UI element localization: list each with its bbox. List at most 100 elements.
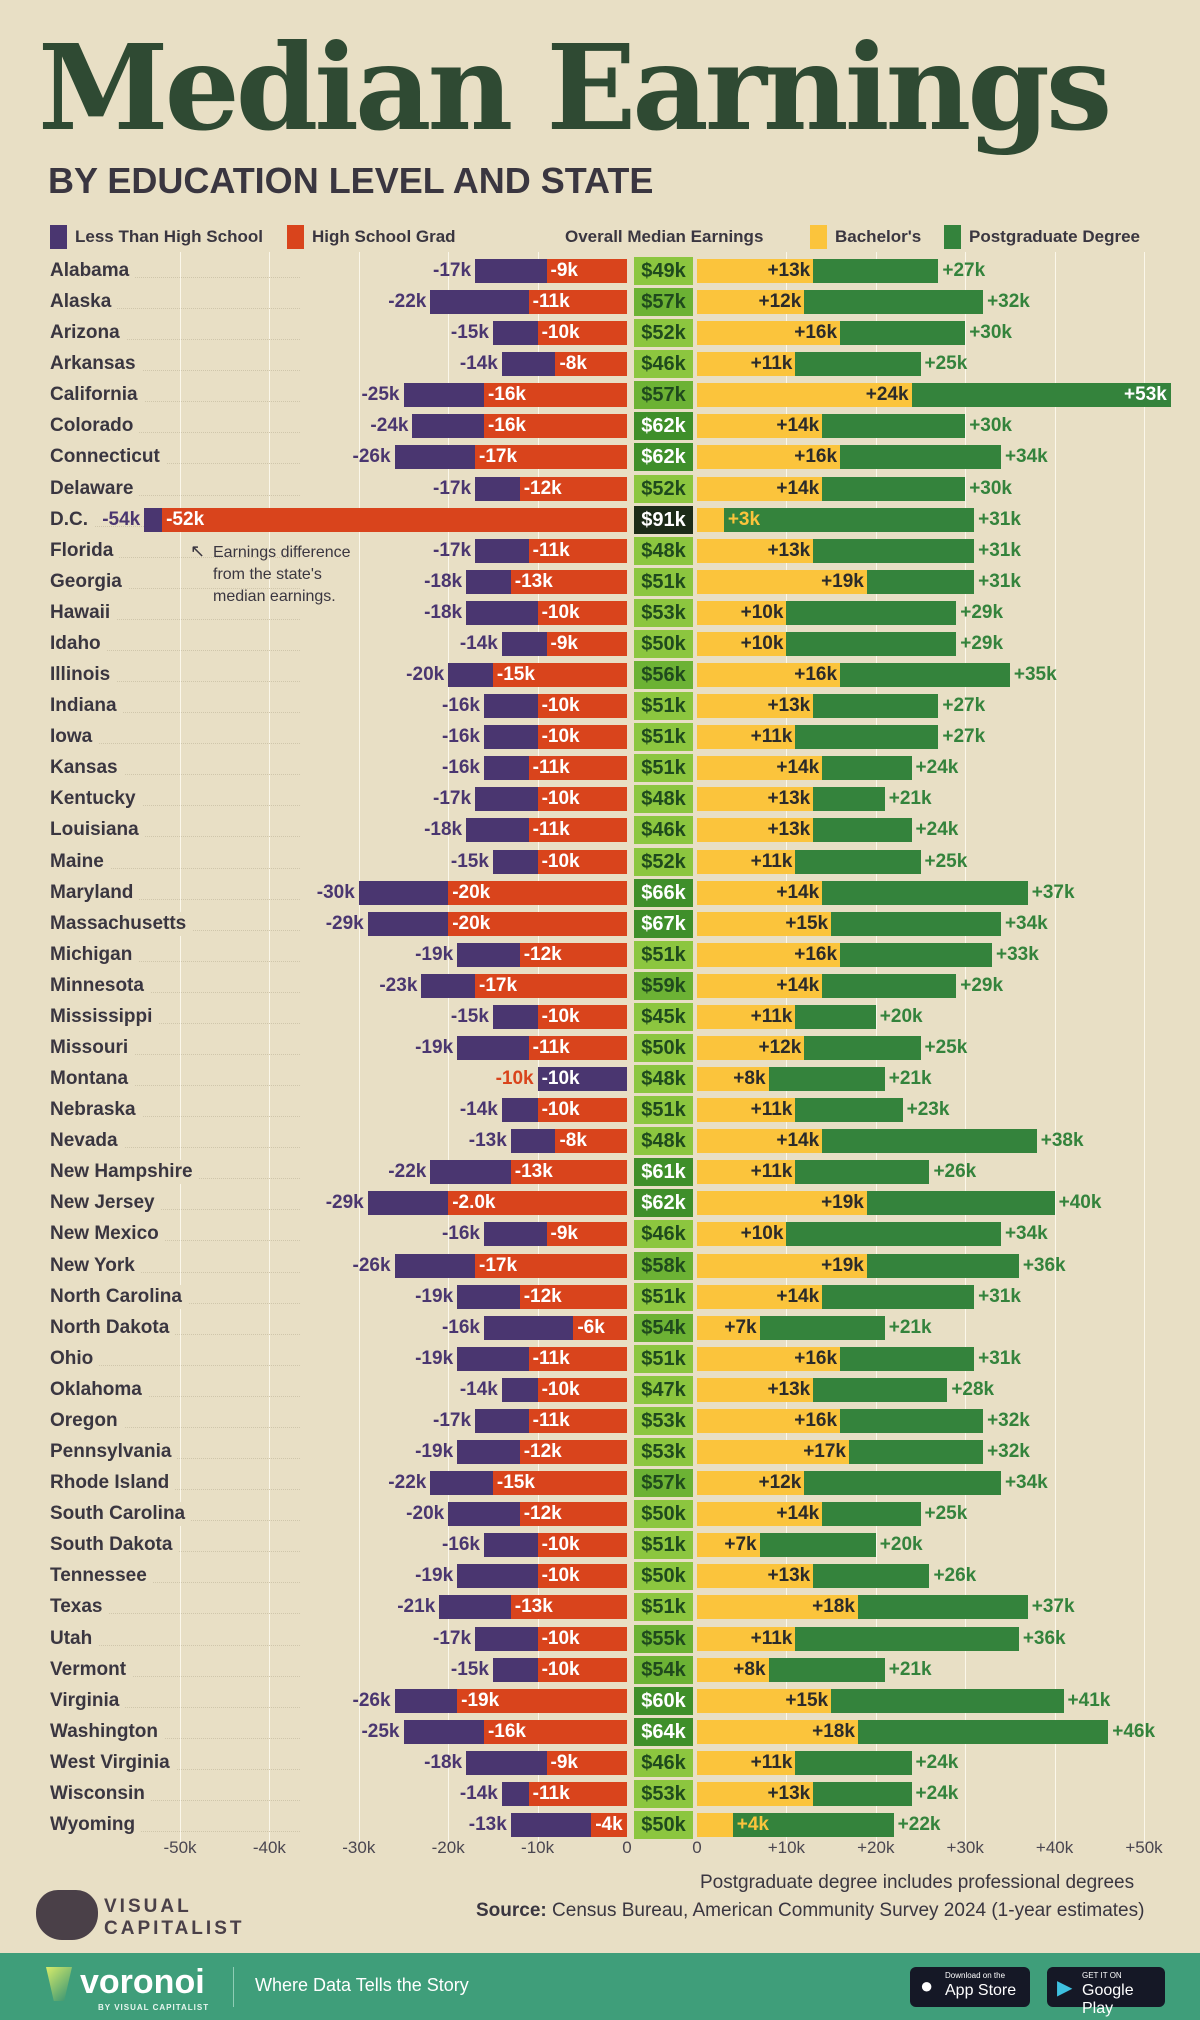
leader-line [50,991,300,993]
bar-bachelors [697,1346,841,1371]
value-label-inner: -13k [514,1161,553,1183]
bar-bachelors [697,1781,814,1806]
leader-line [50,1737,300,1739]
value-label-postgrad: +29k [960,632,1004,654]
bar-hs-grad [537,849,627,874]
axis-tick-label: +20k [857,1838,895,1857]
state-label: Delaware [50,476,140,501]
median-cell: $62k [634,1189,693,1218]
bar-bachelors [697,1564,814,1589]
bar-hs-grad [448,880,627,905]
state-label: West Virginia [50,1750,176,1775]
value-label-outer: -14k [459,1099,498,1121]
bar-bachelors [697,507,724,532]
google-play-button[interactable]: ▶ GET IT ON Google Play [1047,1967,1165,2017]
value-label-bachelors: +13k [767,539,811,561]
value-label-postgrad: +27k [942,695,986,717]
bar-hs-grad [537,787,627,812]
source-line: Source: Census Bureau, American Communit… [476,1900,1144,1922]
median-cell: $51k [634,1531,693,1560]
value-label-inner: -8k [559,1130,587,1152]
state-label: Georgia [50,569,128,594]
median-cell: $54k [634,1655,693,1684]
leader-line [50,463,300,465]
bar-bachelors [697,1098,796,1123]
leader-line [50,898,300,900]
median-cell: $51k [634,1282,693,1311]
state-label: Colorado [50,414,140,439]
value-label-outer: -14k [459,632,498,654]
divider [233,1967,234,2007]
bar-bachelors [697,1129,823,1154]
value-label-inner: -11k [532,757,570,779]
median-cell: $66k [634,878,693,907]
leader-line [50,774,300,776]
value-label-outer: -14k [459,1782,498,1804]
median-cell: $50k [634,1034,693,1062]
value-label-outer: -17k [433,1409,472,1431]
voronoi-byline: BY VISUAL CAPITALIST [98,2003,210,2012]
bar-hs-grad [546,1222,627,1247]
value-label-outer: -14k [459,1378,498,1400]
value-label-postgrad: +36k [1022,1254,1066,1276]
median-cell: $55k [634,1624,693,1653]
axis-tick-label: +50k [1125,1838,1163,1857]
value-label-bachelors: +12k [758,1037,802,1058]
value-label-outer: -14k [459,353,498,375]
app-store-small: Download on the [945,1971,1006,1980]
value-label-bachelors: +7k [724,1534,757,1556]
value-label-outer: -20k [406,664,445,686]
median-cell: $57k [634,288,693,317]
bar-bachelors [697,1657,769,1682]
value-label-postgrad: +37k [1031,881,1075,903]
bar-bachelors [697,538,814,563]
bar-bachelors [697,1004,796,1029]
bar-less-than-hs [537,1067,627,1092]
value-label-outer: -15k [450,1005,489,1027]
value-label-outer: -17k [433,1627,472,1649]
value-label-outer: -30k [316,881,355,903]
value-label-postgrad: +24k [915,1782,959,1804]
bar-bachelors [697,1036,805,1060]
bar-bachelors [697,1377,814,1402]
state-label: Kansas [50,756,124,781]
value-label-outer: -22k [388,1472,427,1494]
bar-bachelors [697,1502,823,1527]
app-store-button[interactable]: ● Download on the App Store [910,1967,1030,2007]
leader-line [50,494,300,496]
value-label-bachelors: +24k [865,384,909,406]
bar-hs-grad [537,600,627,625]
value-label-inner: -9k [550,632,578,654]
bar-hs-grad [483,383,627,408]
value-label-inner: -17k [479,446,518,468]
bar-bachelors [697,880,823,905]
value-label-bachelors: +19k [821,1192,864,1214]
value-label-bachelors: +13k [767,788,811,810]
bar-bachelors [697,756,823,781]
bar-bachelors [697,259,814,283]
value-label-bachelors: +18k [812,1720,855,1742]
state-label: California [50,383,144,408]
leader-line [50,277,300,278]
value-label-inner: -11k [532,1782,570,1804]
value-label-inner: -12k [523,1441,562,1463]
bar-bachelors [697,321,841,346]
value-label-outer: -25k [361,1720,400,1742]
state-label: Kentucky [50,787,142,812]
value-label-inner: -10k [541,726,580,748]
value-label-outer: -16k [441,757,480,779]
median-cell: $47k [634,1375,693,1404]
bar-bachelors [697,1284,823,1309]
value-label-inner: -9k [550,1751,578,1773]
median-cell: $50k [634,1811,693,1839]
value-label-postgrad: +31k [978,570,1021,592]
legend-median: Overall Median Earnings [565,224,763,250]
value-label-bachelors: +11k [750,1161,793,1183]
value-label-outer: -19k [415,943,454,965]
bar-bachelors [697,1813,733,1837]
value-label-postgrad: +26k [933,1565,977,1587]
median-cell: $46k [634,1220,693,1249]
value-label-bachelors: +14k [776,757,820,779]
value-label-bachelors: +13k [767,695,811,717]
median-cell: $52k [634,474,693,503]
